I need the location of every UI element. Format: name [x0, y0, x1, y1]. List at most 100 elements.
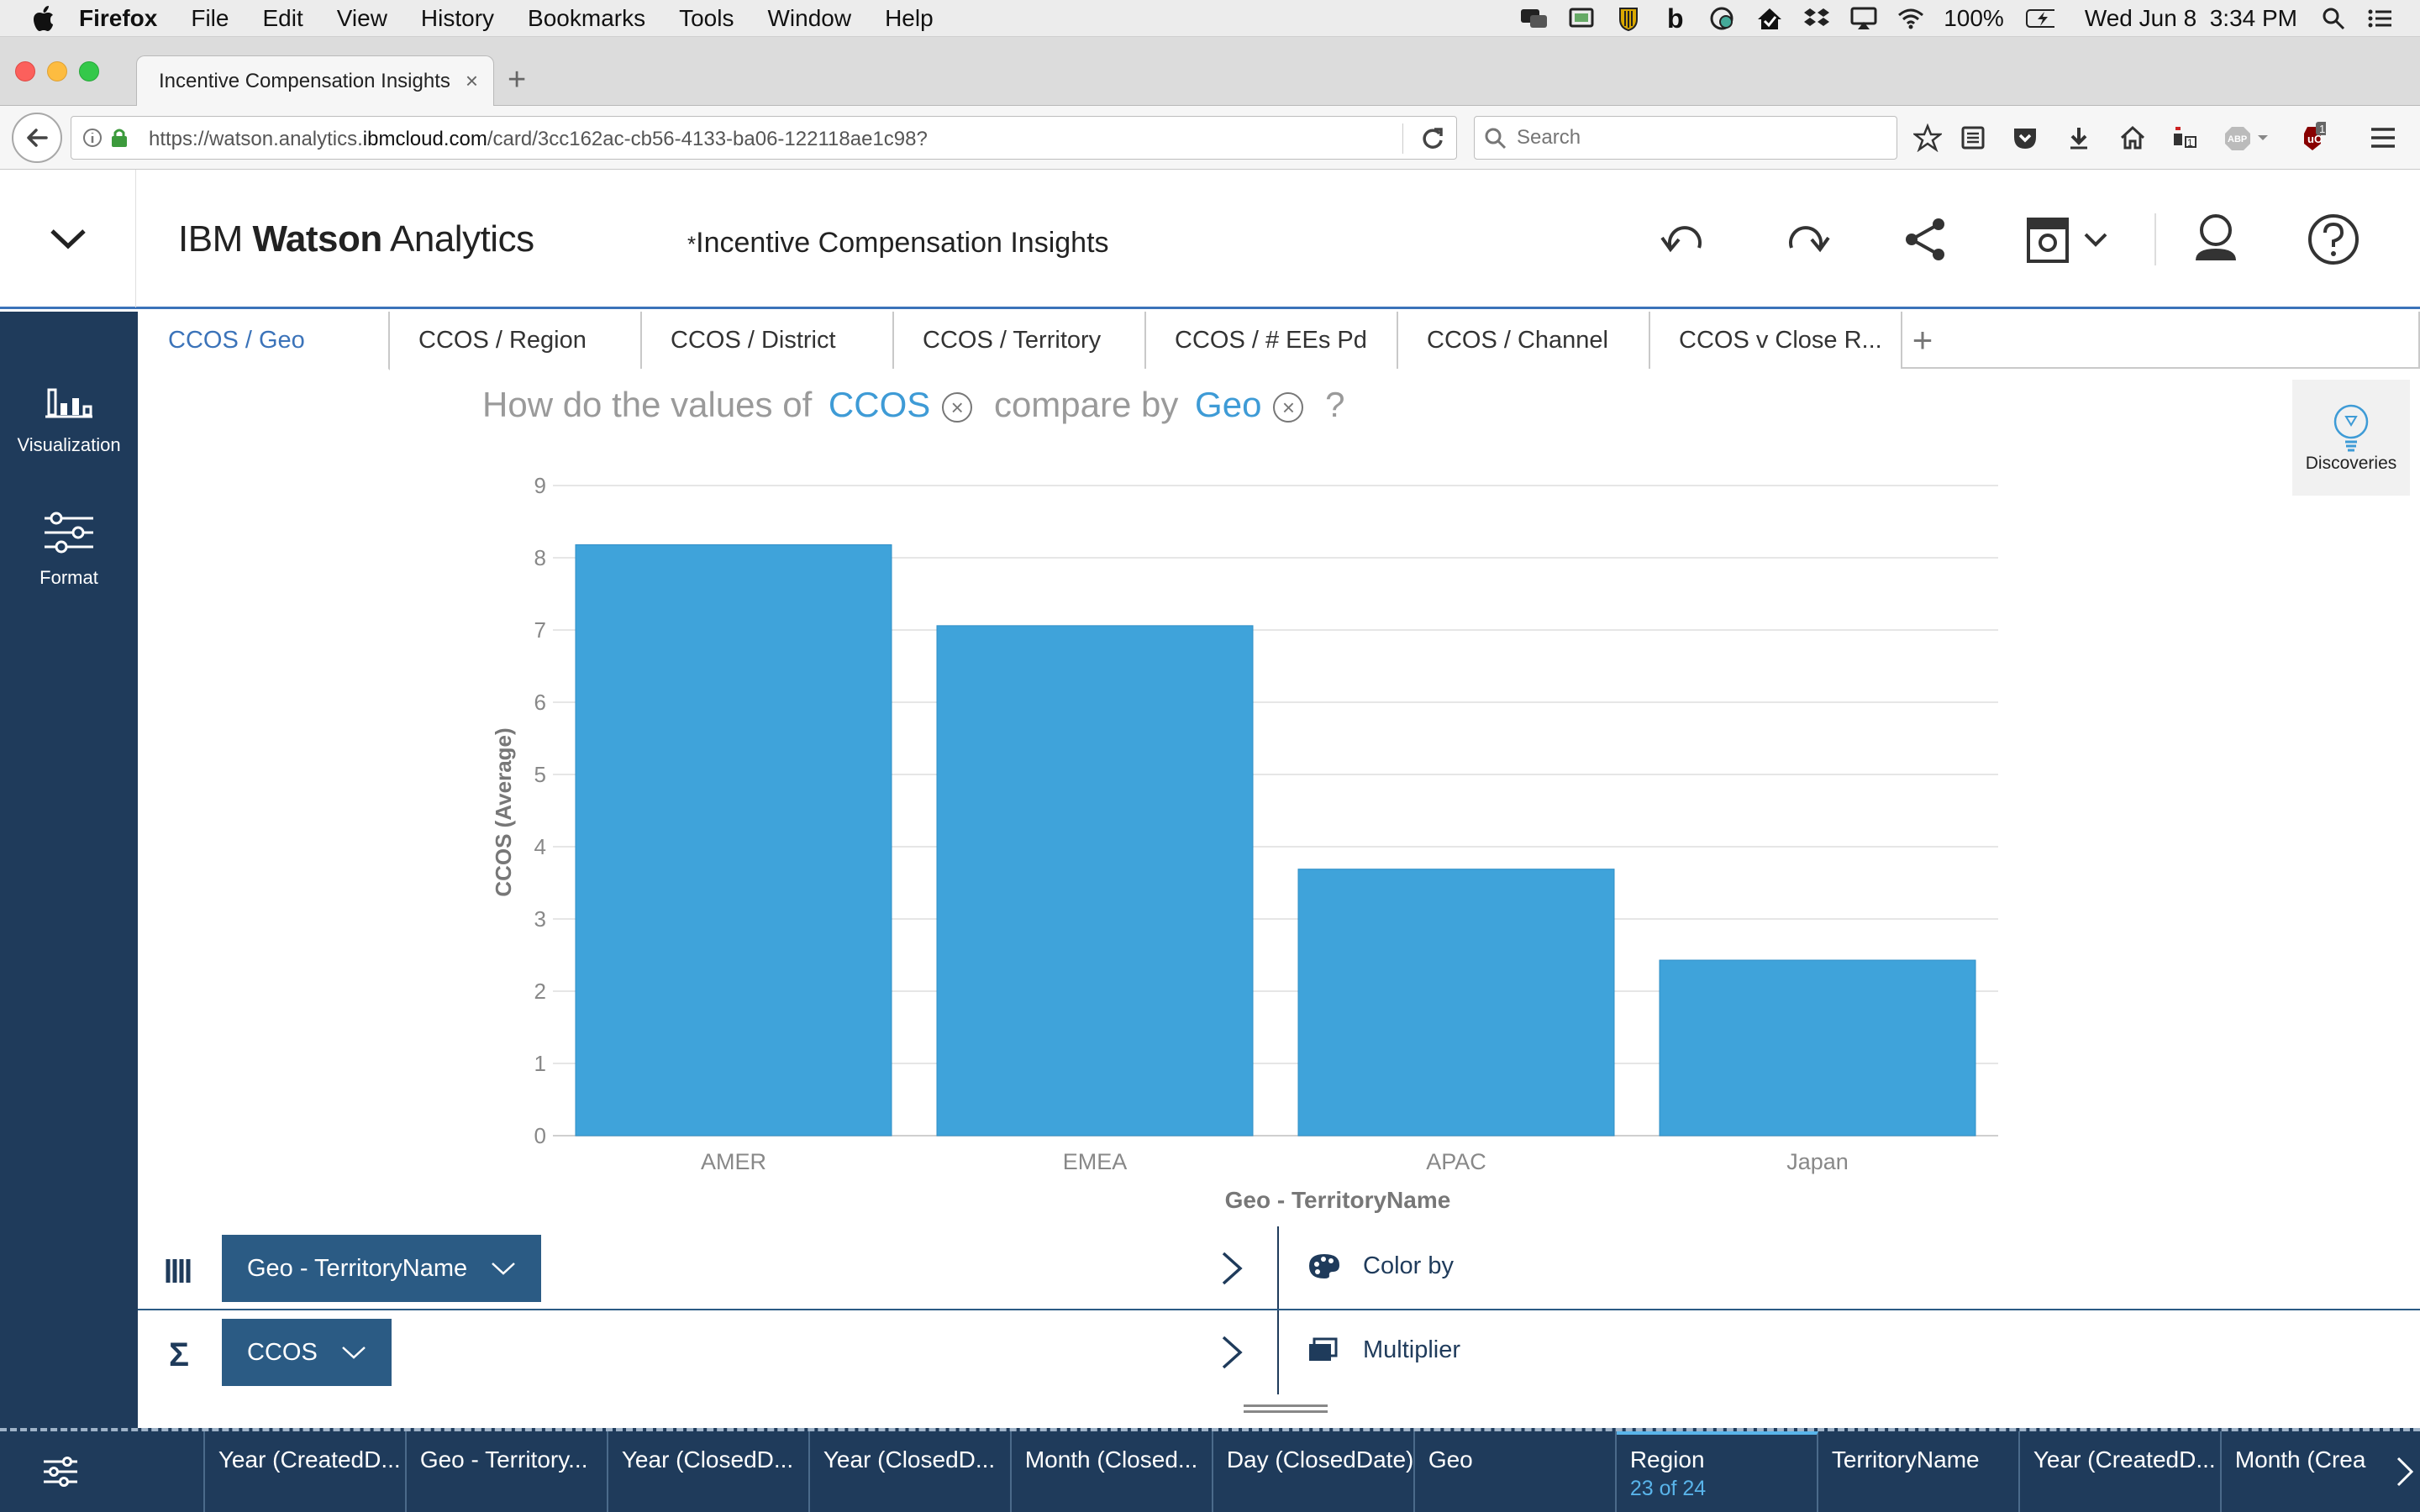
chevron-right-icon[interactable]	[2390, 1431, 2420, 1512]
y-tick-label: 2	[534, 979, 546, 1004]
data-column-item[interactable]: Year (CreatedD...	[205, 1431, 407, 1512]
b-app-icon[interactable]: b	[1661, 6, 1690, 31]
menu-help[interactable]: Help	[885, 4, 934, 31]
page-title[interactable]: *Incentive Compensation Insights	[687, 227, 1109, 260]
discoveries-button[interactable]: Discoveries	[2292, 380, 2410, 496]
browser-tab-active[interactable]: Incentive Compensation Insights ×	[136, 55, 494, 107]
help-icon[interactable]	[2306, 212, 2361, 267]
pocket-icon[interactable]	[2010, 123, 2040, 153]
remove-measure-icon[interactable]: ×	[942, 391, 973, 423]
data-columns: Year (CreatedD... Geo - Territory... Year …	[205, 1431, 2390, 1512]
home-check-icon[interactable]	[1755, 6, 1784, 31]
search-bar[interactable]	[1474, 116, 1897, 160]
shield-menu-icon[interactable]	[1614, 6, 1643, 31]
tab-ccos-district[interactable]: CCOS / District	[642, 312, 894, 369]
expand-arrow-icon[interactable]	[1215, 1332, 1249, 1373]
remove-dimension-icon[interactable]: ×	[1273, 391, 1304, 423]
share-icon[interactable]	[1897, 212, 1953, 267]
collapse-toggle[interactable]	[0, 170, 136, 307]
clock[interactable]: Wed Jun 8 3:34 PM	[2084, 5, 2297, 31]
question-bar: How do the values of CCOS × compare by Ge…	[482, 385, 1344, 425]
chevron-down-icon	[492, 1263, 516, 1275]
columns-field-pill[interactable]: Geo - TerritoryName	[222, 1235, 542, 1302]
bar-apac[interactable]	[1297, 869, 1615, 1137]
reload-icon[interactable]	[1419, 125, 1446, 152]
screen-app-icon[interactable]	[1567, 6, 1596, 31]
data-column-item[interactable]: Year (CreatedD...	[2020, 1431, 2222, 1512]
airplay-icon[interactable]	[1849, 6, 1878, 31]
visualization-button[interactable]: Visualization	[0, 345, 138, 455]
snapshot-menu-icon[interactable]	[2022, 212, 2114, 267]
resize-handle[interactable]	[1244, 1404, 1328, 1413]
reading-list-icon[interactable]	[1958, 123, 1988, 153]
data-column-item[interactable]: Geo	[1415, 1431, 1617, 1512]
multiplier-option[interactable]: Multiplier	[1307, 1336, 1460, 1364]
data-column-item[interactable]: Geo - Territory...	[407, 1431, 608, 1512]
chat-bubbles-icon[interactable]	[1520, 6, 1549, 31]
url-bar[interactable]: https://watson.analytics.ibmcloud.com/ca…	[71, 116, 1457, 160]
bar-emea[interactable]	[936, 625, 1254, 1137]
home-icon[interactable]	[2118, 123, 2148, 153]
minimize-window-button[interactable]	[47, 61, 67, 81]
menu-window[interactable]: Window	[767, 4, 852, 31]
bar-japan[interactable]	[1659, 959, 1976, 1137]
tab-ccos-territory[interactable]: CCOS / Territory	[894, 312, 1146, 369]
ublock-origin-icon[interactable]: uO 1	[2296, 122, 2326, 153]
data-column-item[interactable]: Year (ClosedD...	[810, 1431, 1012, 1512]
format-button[interactable]: Format	[0, 478, 138, 588]
extension-icon[interactable]: 1	[2170, 123, 2200, 153]
menu-bookmarks[interactable]: Bookmarks	[528, 4, 646, 31]
close-tab-icon[interactable]: ×	[465, 68, 478, 93]
values-field-pill[interactable]: CCOS	[222, 1319, 392, 1386]
user-profile-icon[interactable]	[2188, 212, 2244, 267]
wifi-icon[interactable]	[1897, 6, 1925, 31]
chevron-down-icon	[50, 229, 86, 249]
color-by-option[interactable]: Color by	[1307, 1252, 1454, 1280]
battery-icon[interactable]	[2025, 6, 2054, 31]
dropbox-icon[interactable]	[1802, 6, 1831, 31]
menu-file[interactable]: File	[191, 4, 229, 31]
data-column-item[interactable]: Month (Closed...	[1012, 1431, 1213, 1512]
download-icon[interactable]	[2064, 123, 2094, 153]
menu-app-firefox[interactable]: Firefox	[79, 4, 158, 31]
bookmark-star-icon[interactable]	[1912, 123, 1943, 153]
bar-amer[interactable]	[575, 544, 892, 1137]
spotlight-icon[interactable]	[2319, 6, 2348, 31]
expand-arrow-icon[interactable]	[1215, 1248, 1249, 1289]
tab-ccos-channel[interactable]: CCOS / Channel	[1398, 312, 1650, 369]
tab-ccos-region[interactable]: CCOS / Region	[390, 312, 642, 369]
dimension-token[interactable]: Geo	[1195, 385, 1262, 424]
back-button[interactable]	[12, 113, 62, 163]
measure-token[interactable]: CCOS	[828, 385, 931, 424]
menu-edit[interactable]: Edit	[262, 4, 303, 31]
tab-ccos-geo[interactable]: CCOS / Geo	[138, 312, 390, 370]
info-icon[interactable]	[82, 127, 103, 149]
data-column-item[interactable]: Month (Crea	[2222, 1431, 2390, 1512]
data-column-item[interactable]: TerritoryName	[1818, 1431, 2020, 1512]
menu-tools[interactable]: Tools	[679, 4, 734, 31]
tab-ccos-v-close[interactable]: CCOS v Close R...	[1650, 312, 1902, 369]
notification-center-icon[interactable]	[2366, 6, 2395, 31]
zoom-window-button[interactable]	[79, 61, 99, 81]
apple-icon[interactable]	[34, 5, 57, 32]
search-input[interactable]	[1517, 125, 1886, 150]
undo-icon[interactable]	[1657, 212, 1712, 267]
menu-history[interactable]: History	[420, 4, 495, 31]
hamburger-menu-icon[interactable]	[2368, 123, 2398, 153]
menu-view[interactable]: View	[336, 4, 387, 31]
data-column-item[interactable]: Year (ClosedD...	[608, 1431, 810, 1512]
close-window-button[interactable]	[15, 61, 35, 81]
data-column-item[interactable]: Day (ClosedDate)	[1213, 1431, 1415, 1512]
data-column-label: Region	[1629, 1446, 1705, 1473]
data-tray-settings[interactable]	[0, 1431, 205, 1512]
adblock-plus-icon[interactable]: ABP	[2223, 123, 2274, 153]
sync-app-icon[interactable]	[1708, 6, 1737, 31]
new-tab-button[interactable]: +	[508, 62, 527, 97]
redo-icon[interactable]	[1778, 212, 1833, 267]
lock-icon[interactable]	[110, 127, 129, 149]
add-tab-plus-icon[interactable]: +	[1912, 320, 1933, 360]
tab-ccos-ees-pd[interactable]: CCOS / # EEs Pd	[1146, 312, 1398, 369]
url-text[interactable]: https://watson.analytics.ibmcloud.com/ca…	[149, 128, 928, 151]
data-column-item[interactable]: Region 23 of 24	[1616, 1431, 1818, 1512]
y-tick-label: 7	[534, 617, 546, 643]
